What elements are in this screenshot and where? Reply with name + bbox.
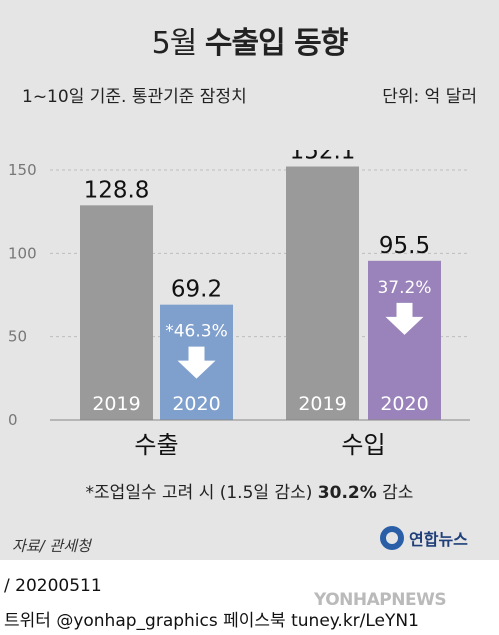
credit-date: / 20200511	[4, 576, 102, 596]
change-label: *46.3%	[165, 322, 228, 342]
data-label: 152.1	[290, 150, 356, 165]
footnote-suffix: 감소	[376, 483, 414, 503]
bar-year-label: 2019	[298, 393, 346, 415]
down-arrow-icon	[177, 346, 216, 379]
down-arrow-icon	[385, 302, 424, 335]
footnote-value: 30.2%	[317, 483, 377, 503]
x-category-label: 수입	[341, 431, 385, 459]
y-tick-label: 100	[8, 244, 37, 262]
footnote: *조업일수 고려 시 (1.5일 감소) 30.2% 감소	[0, 478, 499, 503]
footnote-prefix: *조업일수 고려 시 (1.5일 감소)	[85, 483, 318, 503]
y-tick-label: 0	[8, 411, 18, 429]
source-label: 자료/ 관세청	[12, 537, 91, 555]
bar-year-label: 2019	[92, 393, 140, 415]
unit-label: 단위: 억 달러	[382, 87, 477, 107]
chart-subtitle: 1~10일 기준. 통관기준 잠정치	[22, 87, 247, 107]
x-category-label: 수출	[134, 431, 178, 459]
yonhap-logo: 연합뉴스	[380, 526, 468, 550]
yonhap-logo-text: 연합뉴스	[409, 530, 468, 549]
data-label: 128.8	[84, 177, 150, 203]
data-label: 95.5	[379, 233, 430, 259]
watermark: YONHAPNEWS	[314, 590, 447, 610]
yonhap-logo-icon	[380, 526, 404, 550]
data-label: 69.2	[171, 277, 222, 303]
y-tick-label: 150	[8, 161, 37, 179]
bar-year-label: 2020	[172, 393, 220, 415]
change-label: 37.2%	[377, 278, 431, 298]
bar	[368, 260, 441, 420]
bar-chart: 0 50 100 150 2019 128.8 2020 69.2 *46.3% 수출 2019 15…	[8, 150, 470, 459]
bar	[80, 205, 153, 420]
page-title: 5월 수출입 동향	[0, 18, 499, 62]
title-main: 수출입 동향	[204, 26, 348, 61]
bar-year-label: 2020	[380, 393, 428, 415]
credit-social: 트위터 @yonhap_graphics 페이스북 tuney.kr/LeYN1	[4, 611, 419, 631]
y-tick-label: 50	[8, 328, 27, 346]
title-month: 5월	[151, 26, 198, 61]
bar	[286, 166, 359, 420]
infographic-panel: 5월 수출입 동향 1~10일 기준. 통관기준 잠정치 단위: 억 달러 0 5…	[0, 0, 499, 560]
